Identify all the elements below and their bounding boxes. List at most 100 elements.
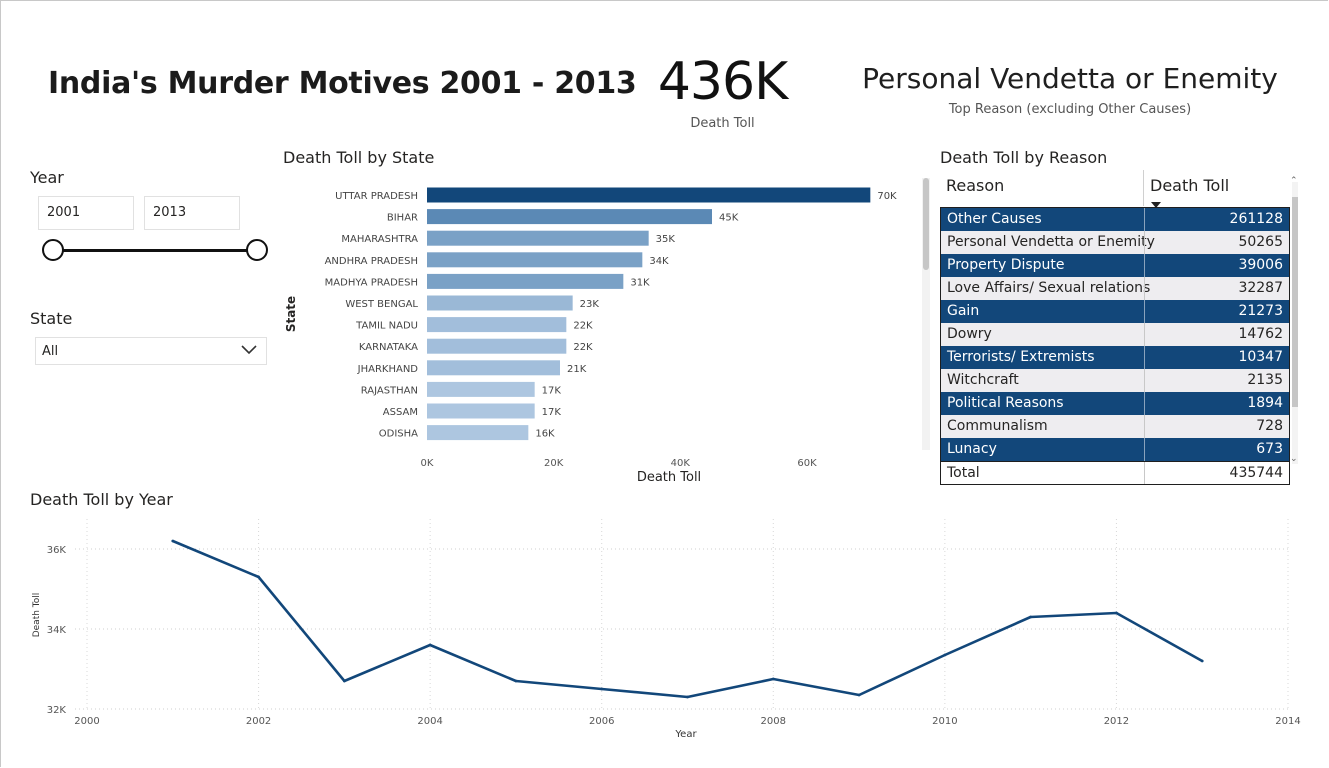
data-point bbox=[1029, 615, 1033, 619]
sort-descending-icon[interactable] bbox=[1150, 194, 1162, 213]
table-row[interactable]: Gain 21273 bbox=[941, 300, 1289, 323]
year-to-input[interactable]: 2013 bbox=[144, 196, 240, 230]
x-tick-label: 2004 bbox=[417, 716, 442, 727]
state-bar bbox=[427, 338, 567, 354]
kpi-death-toll-label: Death Toll bbox=[690, 116, 755, 131]
state-label: RAJASTHAN bbox=[361, 385, 418, 396]
scroll-down-icon[interactable]: ⌄ bbox=[1290, 454, 1298, 464]
data-point bbox=[1200, 659, 1204, 663]
scrollbar-thumb[interactable] bbox=[923, 178, 929, 270]
page-title: India's Murder Motives 2001 - 2013 bbox=[48, 66, 637, 101]
reason-cell: Love Affairs/ Sexual relations bbox=[947, 280, 1151, 296]
cell-divider bbox=[1144, 392, 1145, 415]
state-data-label: 21K bbox=[567, 364, 587, 375]
table-header: Reason Death Toll bbox=[940, 170, 1290, 208]
state-chart-scrollbar[interactable] bbox=[922, 178, 930, 450]
reason-table: Reason Death Toll Other Causes 261128 Pers… bbox=[940, 170, 1300, 486]
death-toll-cell: 728 bbox=[1256, 418, 1283, 434]
state-data-label: 35K bbox=[656, 234, 676, 245]
table-total-row: Total 435744 bbox=[941, 461, 1289, 485]
table-scrollbar[interactable] bbox=[1292, 182, 1298, 464]
state-bar bbox=[427, 403, 535, 419]
table-row[interactable]: Love Affairs/ Sexual relations 32287 bbox=[941, 277, 1289, 300]
reason-cell: Terrorists/ Extremists bbox=[947, 349, 1095, 365]
table-row[interactable]: Witchcraft 2135 bbox=[941, 369, 1289, 392]
column-header-reason[interactable]: Reason bbox=[946, 176, 1005, 195]
table-row[interactable]: Communalism 728 bbox=[941, 415, 1289, 438]
state-label: WEST BENGAL bbox=[345, 299, 418, 310]
x-tick-label: 2006 bbox=[589, 716, 614, 727]
year-slider-start-handle[interactable] bbox=[42, 239, 64, 261]
data-point bbox=[342, 679, 346, 683]
state-data-label: 23K bbox=[580, 299, 600, 310]
death-toll-cell: 2135 bbox=[1247, 372, 1283, 388]
cell-divider bbox=[1144, 438, 1145, 461]
year-slider-end-handle[interactable] bbox=[246, 239, 268, 261]
state-label: KARNATAKA bbox=[359, 342, 418, 353]
year-line-chart: 32K 34K 36K 2000 2002 2004 2006 2008 2010 2012 201… bbox=[32, 519, 1301, 740]
x-tick-label: 40K bbox=[671, 458, 691, 469]
table-row[interactable]: Terrorists/ Extremists 10347 bbox=[941, 346, 1289, 369]
state-data-label: 17K bbox=[542, 385, 562, 396]
state-data-label: 34K bbox=[649, 256, 669, 267]
reason-cell: Other Causes bbox=[947, 211, 1042, 227]
death-toll-cell: 261128 bbox=[1229, 211, 1283, 227]
death-toll-cell: 10347 bbox=[1238, 349, 1283, 365]
state-bar bbox=[427, 295, 573, 311]
state-label: TAMIL NADU bbox=[355, 321, 418, 332]
state-data-label: 16K bbox=[535, 429, 555, 440]
cell-divider bbox=[1144, 254, 1145, 277]
x-tick-label: 2008 bbox=[761, 716, 786, 727]
cell-divider bbox=[1144, 369, 1145, 392]
data-point bbox=[428, 643, 432, 647]
x-axis-title: Death Toll bbox=[637, 470, 701, 485]
table-row[interactable]: Personal Vendetta or Enemity 50265 bbox=[941, 231, 1289, 254]
state-bar bbox=[427, 187, 871, 203]
state-label: MADHYA PRADESH bbox=[325, 277, 418, 288]
state-bar bbox=[427, 381, 535, 397]
death-toll-cell: 39006 bbox=[1238, 257, 1283, 273]
data-point bbox=[257, 575, 260, 579]
year-slider-track[interactable] bbox=[52, 249, 258, 252]
year-from-input[interactable]: 2001 bbox=[38, 196, 134, 230]
state-label: ANDHRA PRADESH bbox=[325, 256, 418, 267]
cell-divider bbox=[1144, 300, 1145, 323]
table-row[interactable]: Political Reasons 1894 bbox=[941, 392, 1289, 415]
table-row[interactable]: Property Dispute 39006 bbox=[941, 254, 1289, 277]
x-tick-label: 2014 bbox=[1275, 716, 1300, 727]
cell-divider bbox=[1144, 277, 1145, 300]
state-dropdown-value: All bbox=[42, 344, 59, 359]
table-row[interactable]: Dowry 14762 bbox=[941, 323, 1289, 346]
cell-divider bbox=[1144, 323, 1145, 346]
x-tick-label: 2000 bbox=[74, 716, 99, 727]
x-axis-title: Year bbox=[674, 729, 697, 740]
y-axis-title: Death Toll bbox=[32, 593, 42, 638]
x-tick-label: 20K bbox=[544, 458, 564, 469]
state-data-label: 22K bbox=[573, 342, 593, 353]
reason-cell: Dowry bbox=[947, 326, 992, 342]
data-point bbox=[943, 653, 947, 657]
data-point bbox=[857, 693, 861, 697]
state-data-label: 70K bbox=[877, 191, 897, 202]
table-row[interactable]: Other Causes 261128 bbox=[941, 208, 1289, 231]
x-tick-label: 2010 bbox=[932, 716, 957, 727]
reason-cell: Witchcraft bbox=[947, 372, 1019, 388]
state-bar bbox=[427, 360, 560, 376]
y-axis-title: State bbox=[284, 296, 298, 332]
state-bar bbox=[427, 209, 712, 225]
cell-divider bbox=[1144, 462, 1145, 485]
data-point bbox=[514, 679, 518, 683]
scrollbar-thumb[interactable] bbox=[1292, 197, 1298, 407]
death-toll-cell: 14762 bbox=[1238, 326, 1283, 342]
state-data-label: 17K bbox=[542, 407, 562, 418]
data-point bbox=[771, 677, 775, 681]
state-data-label: 22K bbox=[573, 321, 593, 332]
column-header-death-toll[interactable]: Death Toll bbox=[1150, 176, 1230, 195]
reason-cell: Property Dispute bbox=[947, 257, 1065, 273]
table-row[interactable]: Lunacy 673 bbox=[941, 438, 1289, 461]
state-data-label: 31K bbox=[630, 277, 650, 288]
data-point bbox=[1115, 611, 1118, 615]
state-dropdown[interactable]: All bbox=[35, 337, 267, 365]
scroll-up-icon[interactable]: ⌃ bbox=[1290, 176, 1298, 186]
